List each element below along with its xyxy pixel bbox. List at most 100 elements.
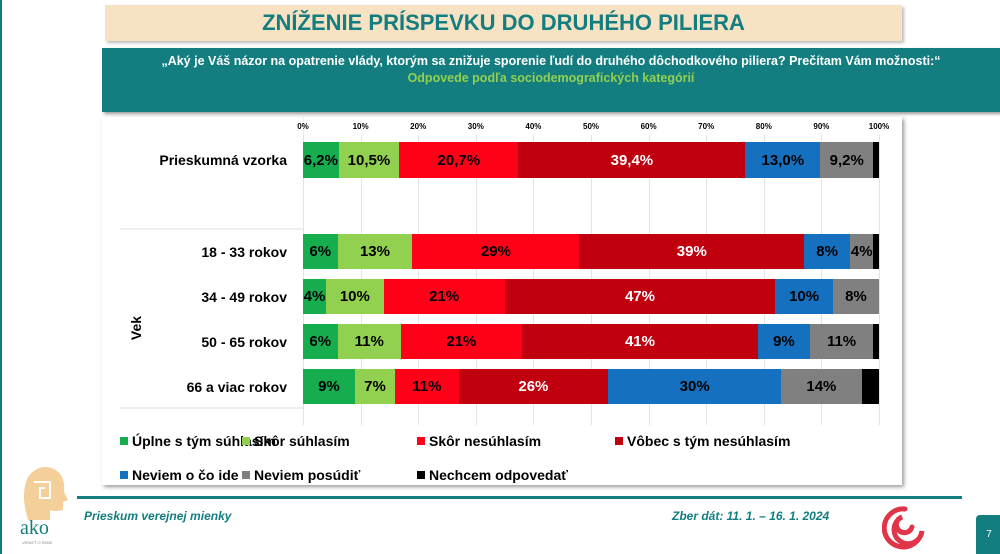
data-label: 26% [518, 378, 549, 395]
ako-logo: ako VEDIEŤ O SEBE [20, 467, 68, 545]
x-tick-label: 90% [813, 122, 830, 131]
x-tick-label: 50% [582, 122, 600, 131]
stacked-bar-chart: Vek 0% 10% 20% 30% 40% 50% 60% 70% 80% 90% 100% Pri… [102, 117, 902, 485]
legend-label: Vôbec s tým nesúhlasím [627, 433, 791, 449]
legend-swatch [120, 437, 128, 445]
legend-label: Úplne s tým súhlasím [132, 433, 276, 449]
bar-segment: 6% [303, 324, 338, 359]
x-tick-label: 20% [410, 122, 427, 131]
data-label: 11% [826, 333, 857, 350]
data-label: 14% [806, 378, 837, 395]
data-label: 7% [364, 378, 386, 395]
bar-segment: 26% [458, 369, 609, 404]
legend-swatch [417, 471, 425, 479]
bar-segment [873, 142, 879, 178]
bar-segment: 7% [354, 369, 396, 404]
gridline [879, 135, 880, 425]
spiral-logo-icon [882, 506, 925, 550]
bar-segment: 4% [303, 279, 327, 314]
footer-date: Zber dát: 11. 1. – 16. 1. 2024 [672, 509, 830, 523]
data-label: 47% [624, 288, 655, 305]
bar-segment: 47% [504, 279, 776, 314]
bar-segment: 11% [337, 324, 401, 359]
data-label: 6% [309, 333, 332, 350]
data-label: 39% [676, 243, 707, 260]
data-label: 4% [850, 243, 873, 260]
legend-item: Neviem o čo ide [120, 467, 239, 483]
data-label: 13,0% [761, 151, 805, 169]
data-label: 41% [624, 333, 655, 350]
bar-segment: 8% [804, 234, 851, 269]
legend-item: Skôr nesúhlasím [417, 433, 541, 449]
x-tick-label: 40% [525, 122, 542, 131]
bar-segment [873, 324, 879, 359]
bar-segment: 10% [775, 279, 833, 314]
data-label: 9,2% [829, 151, 864, 169]
bar-segment: 41% [521, 324, 759, 359]
legend-swatch [615, 437, 623, 445]
bar-segment: 13,0% [745, 142, 821, 178]
bar-segment: 9,2% [820, 142, 874, 178]
x-tick-label: 0% [297, 122, 309, 131]
bar-segment: 14% [781, 369, 862, 404]
bar-segment: 39% [579, 234, 805, 269]
legend-label: Neviem posúdiť [254, 467, 361, 483]
legend-label: Neviem o čo ide [132, 467, 239, 483]
bar-segment: 4% [850, 234, 874, 269]
footer-survey-label: Prieskum verejnej mienky [84, 509, 232, 523]
bar-segment: 6% [303, 234, 338, 269]
legend-item: Úplne s tým súhlasím [120, 433, 276, 449]
legend-label: Nechcem odpovedať [429, 467, 568, 483]
question-text: „Aký je Váš názor na opatrenie vlády, kt… [161, 54, 941, 68]
legend-label: Skôr nesúhlasím [429, 433, 542, 449]
legend-item: Vôbec s tým nesúhlasím [615, 433, 790, 449]
subtitle: Odpovede podľa sociodemografických kateg… [407, 71, 695, 85]
data-label: 10% [339, 288, 370, 305]
data-label: 11% [354, 333, 384, 350]
bar-segment: 20,7% [399, 142, 519, 178]
data-label: 6% [309, 243, 332, 260]
bar-segment [873, 234, 879, 269]
page-number: 7 [976, 515, 1000, 554]
data-label: 9% [773, 333, 795, 350]
legend-swatch [242, 437, 250, 445]
bar-segment: 39,4% [518, 142, 746, 178]
bar-segment: 10,5% [338, 142, 400, 178]
data-label: 30% [679, 378, 710, 395]
category-label: Prieskumná vzorka [159, 152, 287, 168]
legend-item: Skôr súhlasím [242, 433, 350, 449]
x-tick-label: 70% [698, 122, 715, 131]
data-label: 11% [412, 378, 442, 395]
category-label: 50 - 65 rokov [201, 333, 287, 350]
question-box: „Aký je Váš názor na opatrenie vlády, kt… [102, 48, 1000, 112]
category-label: 18 - 33 rokov [201, 243, 287, 260]
bar-segment: 9% [758, 324, 810, 359]
legend-swatch [417, 437, 425, 445]
x-tick-label: 30% [467, 122, 484, 131]
category-label: 34 - 49 rokov [201, 288, 287, 305]
legend-swatch [242, 471, 250, 479]
svg-text:ako: ako [20, 517, 49, 539]
bar-segment: 9% [303, 369, 355, 404]
divider [120, 407, 303, 409]
data-label: 8% [816, 243, 838, 260]
bar-segment: 13% [337, 234, 413, 269]
x-tick-label: 10% [352, 122, 369, 131]
legend-item: Nechcem odpovedať [417, 467, 568, 483]
bar-segment: 8% [832, 279, 879, 314]
data-label: 29% [480, 243, 511, 260]
bar-segment: 11% [809, 324, 874, 359]
x-tick-label: 80% [755, 122, 772, 131]
data-label: 20,7% [437, 151, 481, 169]
slide-title: ZNÍŽENIE PRÍSPEVKU DO DRUHÉHO PILIERA [105, 5, 902, 41]
bar-segment [861, 369, 879, 404]
data-label: 10,5% [347, 151, 391, 169]
legend-item: Neviem posúdiť [242, 467, 360, 483]
footer-divider [77, 496, 962, 499]
bar-segment: 30% [608, 369, 782, 404]
x-tick-label: 100% [868, 122, 890, 131]
data-label: 9% [318, 378, 340, 395]
group-label: Vek [128, 315, 145, 341]
data-label: 8% [845, 288, 867, 305]
bar-segment: 29% [412, 234, 580, 269]
